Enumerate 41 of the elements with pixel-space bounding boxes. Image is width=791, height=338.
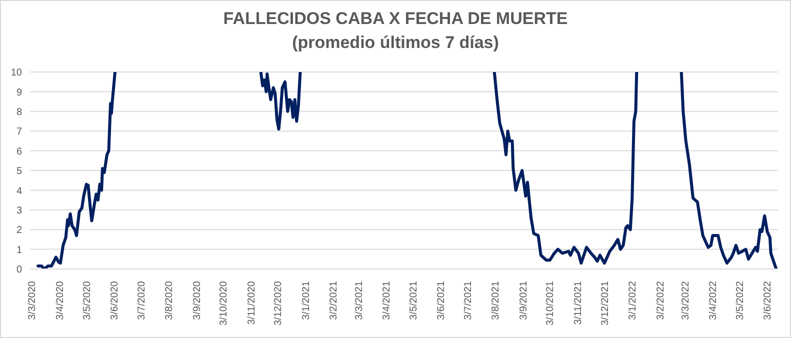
y-tick-label: 2 xyxy=(16,225,22,236)
x-tick-label: 3/12/2020 xyxy=(273,280,284,326)
x-tick-label: 3/7/2020 xyxy=(136,280,148,320)
x-tick-label: 3/5/2022 xyxy=(734,280,746,320)
x-tick-label: 3/2/2021 xyxy=(328,280,340,320)
x-tick-label: 3/12/2021 xyxy=(600,280,611,326)
y-tick-label: 8 xyxy=(16,106,22,118)
x-tick-label: 3/11/2020 xyxy=(246,280,258,325)
x-tick-label: 3/4/2022 xyxy=(708,280,720,320)
x-tick-label: 3/8/2020 xyxy=(164,280,176,320)
x-tick-label: 3/5/2021 xyxy=(408,280,420,320)
x-tick-label: 3/3/2021 xyxy=(354,280,365,320)
y-tick-label: 4 xyxy=(16,186,22,197)
y-tick-label: 0 xyxy=(16,264,22,276)
x-tick-label: 3/9/2021 xyxy=(518,280,530,320)
x-tick-label: 3/7/2021 xyxy=(462,280,474,320)
x-tick-label: 3/1/2022 xyxy=(628,280,639,320)
x-tick-label: 3/3/2022 xyxy=(680,280,692,320)
y-tick-label: 7 xyxy=(16,126,22,138)
y-tick-label: 9 xyxy=(16,87,22,98)
x-tick-label: 3/6/2021 xyxy=(436,280,448,320)
y-tick-label: 6 xyxy=(16,146,22,158)
x-tick-label: 3/5/2020 xyxy=(82,280,93,320)
y-tick-label: 5 xyxy=(16,166,22,178)
x-tick-label: 3/4/2021 xyxy=(382,280,392,320)
x-tick-label: 3/11/2021 xyxy=(572,280,584,325)
x-tick-label: 3/10/2020 xyxy=(218,280,230,326)
chart-title: FALLECIDOS CABA X FECHA DE MUERTE xyxy=(222,8,569,30)
x-tick-label: 3/6/2022 xyxy=(762,280,774,320)
y-tick-label: 1 xyxy=(16,244,22,256)
x-tick-label: 3/9/2020 xyxy=(192,280,203,320)
x-tick-label: 3/8/2021 xyxy=(490,280,502,320)
x-tick-label: 3/1/2021 xyxy=(300,280,312,320)
y-tick-label: 3 xyxy=(16,205,22,216)
x-tick-label: 3/3/2020 xyxy=(27,280,38,320)
x-tick-label: 3/2/2022 xyxy=(655,280,666,320)
x-tick-label: 3/4/2020 xyxy=(54,280,66,320)
y-tick-label: 10 xyxy=(10,68,22,79)
x-tick-label: 3/10/2021 xyxy=(545,280,556,326)
x-tick-label: 3/6/2020 xyxy=(110,280,120,320)
chart-subtitle: (promedio últimos 7 días) xyxy=(291,32,500,54)
